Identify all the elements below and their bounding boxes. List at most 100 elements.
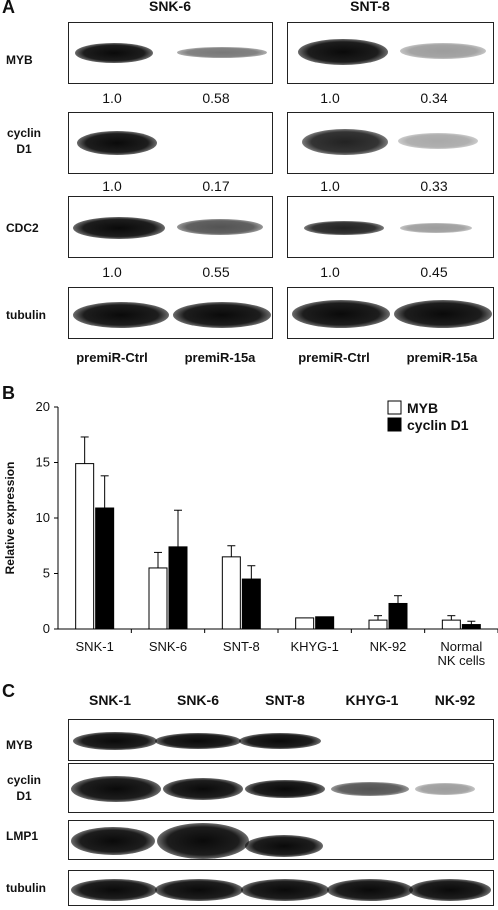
blot-a-tubulin-snt8 — [287, 287, 494, 339]
quant-value: 1.0 — [320, 178, 340, 194]
blot-c-myb — [68, 719, 494, 761]
band — [71, 776, 161, 802]
quant-value: 1.0 — [102, 264, 122, 280]
band — [73, 732, 157, 750]
x-tick-label: SNK-6 — [149, 639, 187, 654]
panel-c-header: SNK-1 — [88, 692, 131, 708]
x-tick-label: SNK-1 — [76, 639, 114, 654]
band — [163, 778, 243, 800]
y-tick-label: 20 — [36, 399, 50, 414]
bar-chart: 0 5 10 15 20 Relative expression SNK-1 SNK-6 SNT… — [3, 399, 498, 668]
blot-a-myb-snk6 — [68, 22, 273, 84]
band — [298, 39, 388, 65]
bar-myb — [221, 556, 241, 630]
band — [409, 879, 491, 901]
x-tick-label: NK cells — [437, 653, 485, 668]
row-label-lmp1: LMP1 — [6, 829, 39, 843]
band — [173, 302, 271, 328]
band — [394, 300, 492, 328]
condition-label: premiR-15a — [406, 350, 478, 365]
x-tick-label: SNT-8 — [223, 639, 260, 654]
x-tick-label: Normal — [440, 639, 482, 654]
row-label-line: D1 — [16, 142, 32, 156]
row-label-cyclin-d1: cyclin D1 — [6, 125, 42, 157]
quant-value: 1.0 — [320, 90, 340, 106]
y-axis-label: Relative expression — [3, 462, 17, 575]
bar-cyclin-d1 — [388, 602, 408, 630]
row-label-tubulin: tubulin — [6, 881, 46, 895]
row-label-tubulin: tubulin — [6, 308, 46, 322]
band — [245, 835, 323, 857]
band — [71, 827, 155, 855]
band — [302, 129, 388, 155]
quant-value: 0.55 — [202, 264, 230, 280]
band — [239, 733, 321, 749]
band — [155, 733, 241, 749]
band — [241, 879, 329, 901]
band — [75, 43, 153, 63]
bar-myb — [295, 617, 315, 630]
band — [157, 823, 249, 859]
blot-a-myb-snt8 — [287, 22, 494, 84]
condition-label: premiR-Ctrl — [76, 350, 148, 365]
quant-value: 0.33 — [420, 178, 448, 194]
panel-c-header: SNK-6 — [176, 692, 219, 708]
bar-myb — [368, 619, 388, 630]
condition-label: premiR-15a — [184, 350, 256, 365]
band — [177, 219, 263, 235]
band — [400, 223, 472, 233]
panel-a-header-snk6: SNK-6 — [148, 0, 191, 14]
x-tick-label: NK-92 — [370, 639, 407, 654]
bar-cyclin-d1 — [168, 546, 188, 630]
row-label-myb: MYB — [6, 738, 33, 752]
row-label-myb: MYB — [6, 53, 33, 67]
row-label-cdc2: CDC2 — [6, 221, 39, 235]
band — [155, 879, 243, 901]
band — [245, 780, 325, 798]
blot-a-cdc2-snt8 — [287, 196, 494, 258]
blot-a-tubulin-snk6 — [68, 287, 273, 339]
panel-c-header: NK-92 — [434, 692, 476, 708]
quant-value: 0.17 — [202, 178, 230, 194]
blot-a-cdc2-snk6 — [68, 196, 273, 258]
bar-cyclin-d1 — [315, 616, 335, 630]
row-label-line: D1 — [16, 789, 32, 803]
panel-c-header: SNT-8 — [265, 692, 305, 708]
bar-cyclin-d1 — [241, 578, 261, 630]
panel-a-label: A — [2, 0, 15, 17]
band — [292, 300, 390, 328]
legend-swatch — [387, 400, 402, 415]
band — [73, 217, 165, 239]
panel-c-label: C — [2, 681, 15, 701]
quant-value: 1.0 — [102, 178, 122, 194]
bar-cyclin-d1 — [461, 624, 481, 630]
legend-label: MYB — [407, 400, 438, 416]
y-tick-label: 5 — [43, 566, 50, 581]
bar-cyclin-d1 — [95, 507, 115, 630]
bar-myb — [148, 567, 168, 630]
band — [71, 879, 157, 901]
band — [304, 221, 384, 235]
quant-value: 0.45 — [420, 264, 448, 280]
quant-value: 0.58 — [202, 90, 230, 106]
row-label-cyclin-d1: cyclin D1 — [6, 772, 42, 804]
y-tick-label: 0 — [43, 621, 50, 636]
panel-b-label: B — [2, 383, 15, 403]
bar-myb — [441, 619, 461, 630]
blot-c-lmp1 — [68, 820, 494, 860]
blot-a-cyclin-d1-snt8 — [287, 112, 494, 174]
band — [327, 879, 413, 901]
panel-c-header: KHYG-1 — [345, 692, 399, 708]
legend-label: cyclin D1 — [407, 417, 469, 433]
blot-c-cyclin-d1 — [68, 763, 494, 813]
quant-value: 1.0 — [320, 264, 340, 280]
band — [415, 783, 475, 795]
band — [398, 133, 478, 149]
band — [331, 782, 409, 796]
y-tick-label: 15 — [36, 455, 50, 470]
band — [73, 302, 169, 328]
band — [77, 131, 157, 155]
bar-myb — [75, 463, 95, 630]
x-tick-label: KHYG-1 — [290, 639, 338, 654]
panel-a-header-snt8: SNT-8 — [350, 0, 390, 14]
